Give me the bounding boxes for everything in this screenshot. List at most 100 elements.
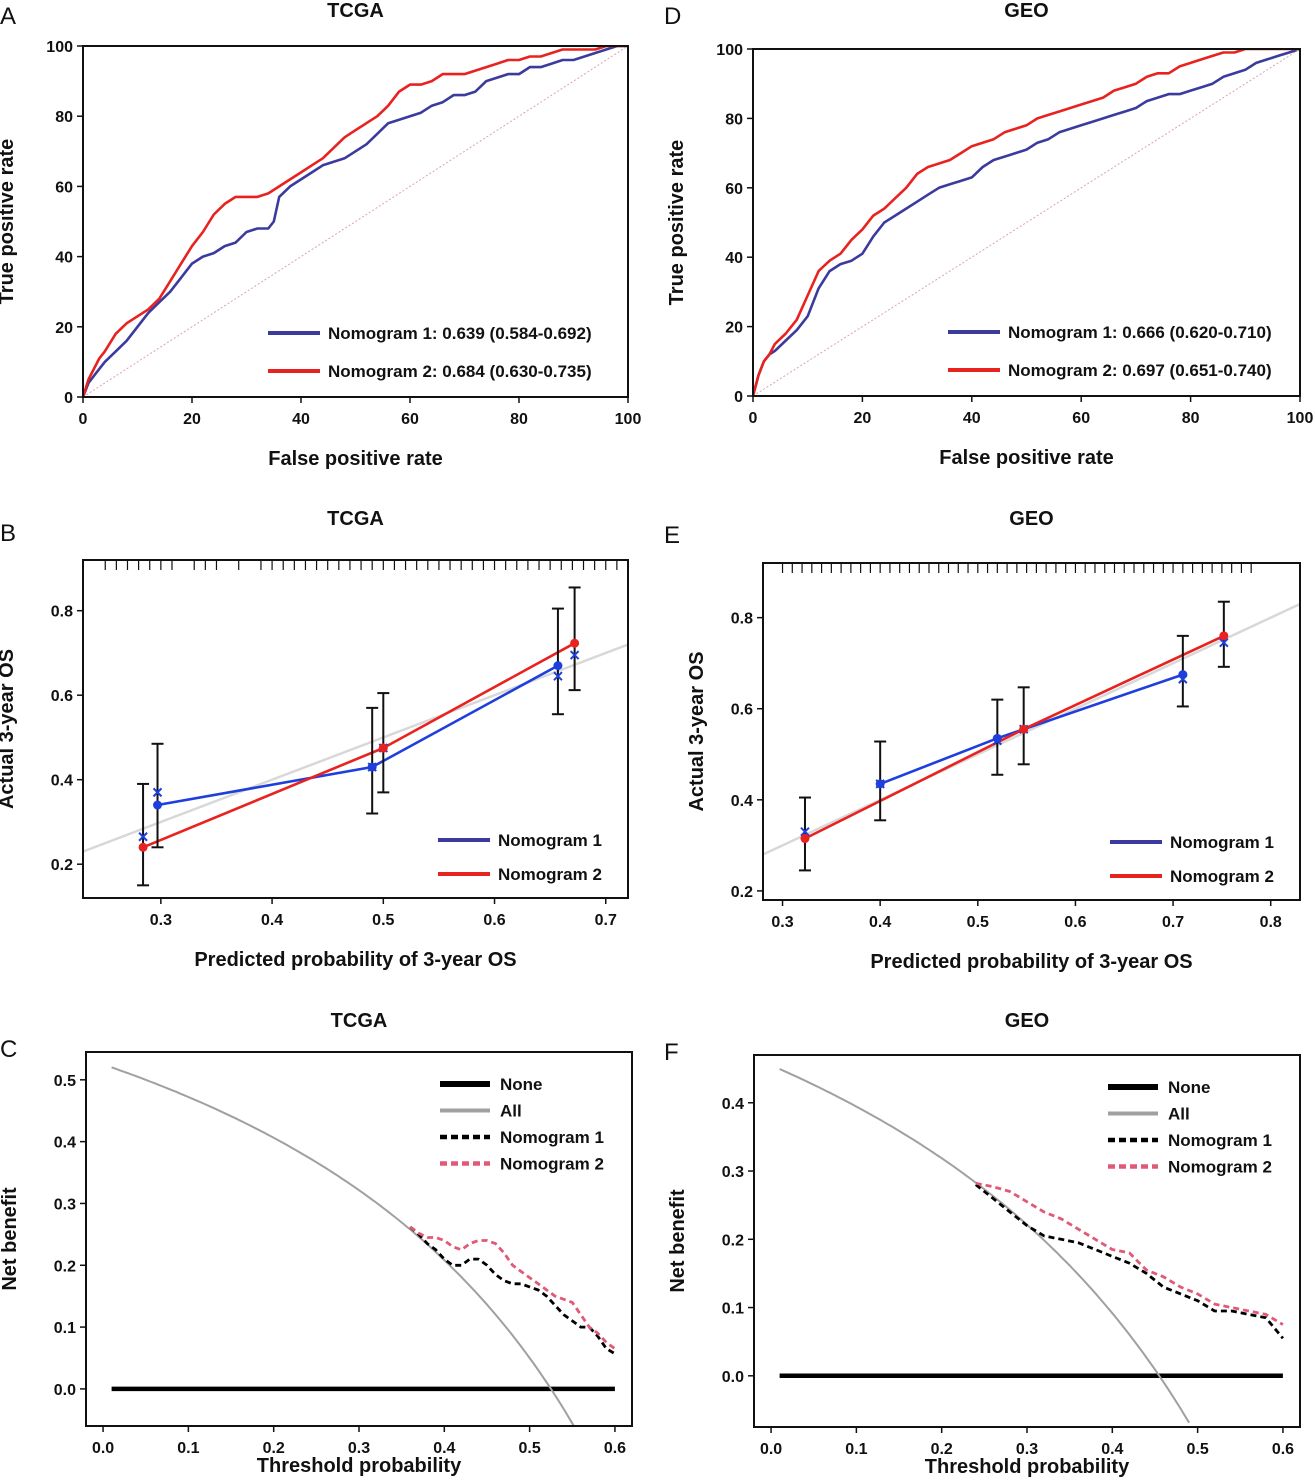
y-tick-label: 0.2 (722, 1232, 744, 1249)
ideal-line (763, 602, 1300, 856)
chart-title: TCGA (331, 1010, 388, 1032)
plot-area (763, 602, 1300, 856)
calibration-point (553, 661, 563, 671)
x-axis-label: Predicted probability of 3-year OS (870, 951, 1192, 973)
x-tick-label: 0.5 (519, 1440, 541, 1457)
x-axis-label: Predicted probability of 3-year OS (194, 949, 516, 971)
roc-curve-2 (753, 49, 1300, 396)
x-tick-label: 80 (510, 411, 528, 428)
panel-d: D GEO 0 20 40 60 80 100 0 20 40 60 80 100 False positi… (664, 0, 1313, 469)
legend-label: Nomogram 1 (500, 1128, 604, 1147)
bias-corrected-marker (138, 832, 148, 842)
legend-label: All (1168, 1105, 1190, 1124)
panel-f: F GEO 0.0 0.1 0.2 0.3 0.4 0.5 0.6 0.0 0.1 0.2 0.3 0.4… (664, 1010, 1301, 1478)
x-tick-label: 40 (963, 410, 981, 427)
x-tick-label: 0 (79, 411, 88, 428)
x-tick-label: 0.5 (372, 912, 394, 929)
y-tick-label: 0 (734, 389, 743, 406)
x-tick-label: 20 (854, 410, 872, 427)
roc-curve-2 (83, 46, 628, 397)
x-tick-label: 0.0 (760, 1441, 782, 1458)
curve-nomogram-1 (409, 1225, 616, 1355)
curve-all (111, 1066, 576, 1426)
y-tick-label: 0.6 (731, 702, 753, 719)
curve-nomogram-2 (975, 1181, 1284, 1326)
x-tick-label: 0.4 (1101, 1441, 1123, 1458)
legend-label: Nomogram 1 (1168, 1131, 1272, 1150)
y-tick-label: 80 (725, 111, 743, 128)
chart-title: GEO (1004, 0, 1048, 22)
plot-frame (753, 1054, 1301, 1428)
calibration-point (138, 842, 148, 852)
legend-label: Nomogram 1: 0.639 (0.584-0.692) (328, 324, 592, 343)
chart-title: TCGA (327, 508, 384, 530)
calibration-point (800, 834, 810, 844)
x-tick-label: 0.2 (263, 1440, 285, 1457)
curve-all (779, 1068, 1190, 1424)
plot-frame (752, 48, 1301, 397)
y-tick-label: 0.4 (54, 1135, 76, 1152)
x-tick-label: 100 (1287, 410, 1314, 427)
plot-area (83, 46, 628, 397)
x-axis-label: Threshold probability (925, 1456, 1130, 1478)
y-axis-label: Net benefit (667, 1189, 689, 1293)
calibration-point (1219, 631, 1229, 641)
plot-area (753, 49, 1300, 396)
plot-frame (85, 1051, 633, 1427)
x-tick-label: 0.5 (967, 914, 989, 931)
panel-letter: F (664, 1039, 679, 1066)
x-tick-label: 0 (749, 410, 758, 427)
y-axis-label: True positive rate (666, 140, 688, 306)
bias-corrected-marker (800, 826, 810, 837)
y-tick-label: 40 (725, 250, 743, 267)
panel-letter: D (664, 3, 681, 30)
curve-nomogram-1 (974, 1183, 1284, 1340)
x-tick-label: 20 (183, 411, 201, 428)
calibration-point (1019, 724, 1029, 734)
calibration-point (153, 800, 163, 810)
calibration-point (367, 762, 377, 772)
y-tick-label: 0.2 (54, 1258, 76, 1275)
legend-label: Nomogram 2 (498, 865, 602, 884)
y-tick-label: 0.6 (51, 688, 73, 705)
x-tick-label: 40 (292, 411, 310, 428)
x-tick-label: 60 (401, 411, 419, 428)
calibration-point (570, 638, 580, 648)
y-tick-label: 0.2 (51, 857, 73, 874)
y-tick-label: 0.4 (722, 1096, 744, 1113)
x-tick-label: 0.3 (348, 1440, 370, 1457)
y-tick-label: 0.0 (54, 1382, 76, 1399)
y-axis-label: Actual 3-year OS (686, 651, 708, 811)
x-tick-label: 0.7 (1162, 914, 1184, 931)
y-axis-label: True positive rate (0, 139, 18, 305)
legend-label: Nomogram 2: 0.684 (0.630-0.735) (328, 362, 592, 381)
bias-corrected-marker (569, 650, 580, 660)
plot-area (111, 1066, 616, 1426)
legend-label: None (500, 1075, 543, 1094)
panel-letter: C (0, 1036, 17, 1063)
y-tick-label: 40 (55, 250, 73, 267)
y-tick-label: 20 (55, 320, 73, 337)
y-tick-label: 60 (725, 181, 743, 198)
y-tick-label: 100 (46, 39, 73, 56)
y-tick-label: 0.3 (722, 1164, 744, 1181)
x-tick-label: 0.3 (150, 912, 172, 929)
plot-area (83, 642, 628, 853)
calibration-point (992, 733, 1002, 743)
y-tick-label: 0.8 (51, 604, 73, 621)
legend-label: Nomogram 1 (1170, 833, 1274, 852)
y-axis-label: Net benefit (0, 1187, 21, 1291)
plot-area (779, 1068, 1284, 1424)
y-tick-label: 100 (716, 42, 743, 59)
x-tick-label: 0.4 (261, 912, 283, 929)
y-tick-label: 0.1 (722, 1301, 744, 1318)
x-axis-label: Threshold probability (257, 1455, 462, 1477)
x-tick-label: 0.1 (845, 1441, 867, 1458)
y-tick-label: 80 (55, 109, 73, 126)
x-tick-label: 0.6 (604, 1440, 626, 1457)
y-tick-label: 0.4 (51, 773, 73, 790)
x-tick-label: 100 (615, 411, 642, 428)
legend-label: Nomogram 1: 0.666 (0.620-0.710) (1008, 323, 1272, 342)
x-tick-label: 0.2 (931, 1441, 953, 1458)
